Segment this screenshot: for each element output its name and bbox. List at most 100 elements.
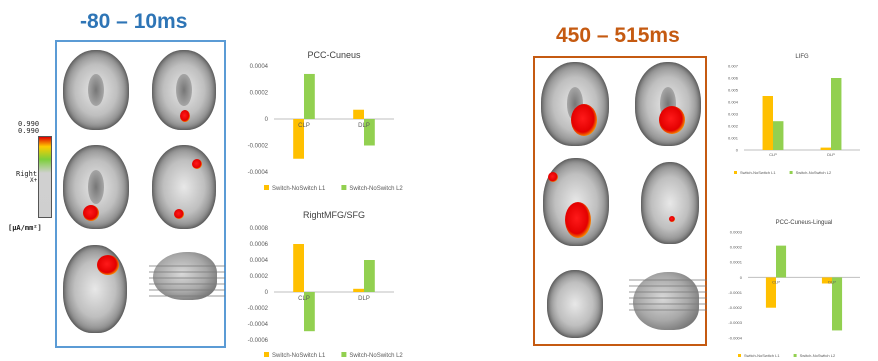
colorbar xyxy=(38,136,52,218)
chart-title: LIFG xyxy=(795,54,809,60)
legend-swatch xyxy=(793,354,797,357)
bar-switch-noswitch-l2-dlp xyxy=(364,260,375,292)
chart-title: PCC-Cuneus-Lingual xyxy=(776,220,833,226)
y-tick-label: -0.0004 xyxy=(728,335,742,340)
activation-blob xyxy=(83,205,99,221)
brain-axial-slice xyxy=(641,162,699,244)
bar-switch-noswitch-l1-dlp xyxy=(820,147,831,150)
y-tick-label: -0.0006 xyxy=(248,338,269,344)
chart-title: PCC-Cuneus xyxy=(307,50,361,60)
y-tick-label: 0.0004 xyxy=(250,258,269,264)
chart-title: RightMFG/SFG xyxy=(303,210,365,220)
activation-blob xyxy=(669,216,675,222)
activation-blob xyxy=(659,106,685,134)
brain-axial-slice xyxy=(635,62,701,146)
activation-blob xyxy=(180,110,190,122)
left-time-window-label: -80 – 10ms xyxy=(80,10,188,33)
pcc-cuneus-chart: PCC-Cuneus 0.0004 0.0002 0 -0.0002 -0.0004 CLP… xyxy=(248,50,404,192)
legend-swatch xyxy=(341,185,347,190)
y-tick-label: 0 xyxy=(265,290,269,296)
category-label: CLP xyxy=(298,296,310,302)
category-label: CLP xyxy=(772,279,780,284)
lifg-chart: LIFG 0.007 0.006 0.005 0.004 0.003 0.002 0.001 0… xyxy=(728,54,860,175)
y-tick-label: -0.0004 xyxy=(248,170,269,176)
y-tick-label: 0.004 xyxy=(728,99,739,104)
y-tick-label: 0.0004 xyxy=(250,64,269,70)
y-tick-label: 0 xyxy=(265,117,269,123)
y-tick-label: 0.0002 xyxy=(250,91,269,97)
left-brain-panel-frame xyxy=(55,40,226,348)
y-tick-label: -0.0004 xyxy=(248,322,269,328)
bar-switch-noswitch-l1-dlp xyxy=(353,109,364,119)
y-tick-label: 0.0008 xyxy=(250,226,269,232)
y-tick-label: 0.001 xyxy=(728,135,739,140)
brain-axial-slice xyxy=(543,158,609,246)
colorbar-mid-label-1: Right xyxy=(16,170,38,178)
activation-blob xyxy=(565,202,591,238)
brain-axial-slice xyxy=(63,145,129,229)
legend-label: Switch-NoSwitch L1 xyxy=(272,353,326,359)
brain-axial-slice xyxy=(152,50,216,130)
legend-label: Switch-NoSwitch L2 xyxy=(349,353,403,359)
brain-sagittal-slice xyxy=(153,252,217,300)
legend-label: Switch-NoSwitch L2 xyxy=(796,170,832,175)
legend-swatch xyxy=(789,171,793,174)
colorbar-unit-label: [µA/mm²] xyxy=(8,224,42,232)
bar-switch-noswitch-l1-clp xyxy=(293,119,304,159)
brain-axial-slice xyxy=(63,50,129,130)
bar-switch-noswitch-l2-clp xyxy=(773,121,784,150)
bar-switch-noswitch-l1-clp xyxy=(765,277,776,308)
legend-label: Switch-NoSwitch L2 xyxy=(349,186,403,192)
y-tick-label: -0.0001 xyxy=(728,290,742,295)
slice-position-lines xyxy=(149,265,225,297)
right-brain-panel-frame xyxy=(533,56,707,346)
legend-swatch xyxy=(341,352,347,357)
brain-axial-slice xyxy=(541,62,609,146)
brain-axial-slice xyxy=(152,145,216,229)
brain-axial-slice xyxy=(63,245,127,333)
colorbar-max-label-1: 0.990 xyxy=(18,120,40,128)
bar-switch-noswitch-l2-dlp xyxy=(364,119,375,146)
legend-label: Switch-NoSwitch L1 xyxy=(272,186,326,192)
legend-label: Switch-NoSwitch L1 xyxy=(744,353,780,358)
activation-blob xyxy=(97,255,119,275)
y-tick-label: -0.0003 xyxy=(728,320,742,325)
colorbar-max-label-2: 0.990 xyxy=(18,127,40,135)
bar-switch-noswitch-l1-dlp xyxy=(353,288,364,292)
bar-switch-noswitch-l2-clp xyxy=(304,73,315,119)
legend-swatch xyxy=(738,354,741,357)
legend-swatch xyxy=(734,171,737,174)
legend-label: Switch-NoSwitch L1 xyxy=(740,170,776,175)
activation-blob xyxy=(174,209,184,219)
y-tick-label: 0 xyxy=(740,275,743,280)
slice-position-lines xyxy=(629,279,707,311)
brain-sagittal-slice xyxy=(633,272,699,330)
y-tick-label: -0.0002 xyxy=(728,305,742,310)
activation-blob xyxy=(548,172,558,182)
category-label: DLP xyxy=(358,296,370,302)
y-tick-label: 0.006 xyxy=(728,75,739,80)
legend-swatch xyxy=(264,352,269,357)
y-tick-label: -0.0002 xyxy=(248,306,269,312)
category-label: CLP xyxy=(298,123,310,129)
legend-label: Switch-NoSwitch L2 xyxy=(800,353,836,358)
category-label: DLP xyxy=(827,152,835,157)
colorbar-mid-label-2: X+ xyxy=(30,177,38,184)
y-tick-label: -0.0002 xyxy=(248,144,269,150)
y-tick-label: 0.003 xyxy=(728,111,739,116)
category-label: DLP xyxy=(828,279,836,284)
y-tick-label: 0.0003 xyxy=(730,229,743,234)
y-tick-label: 0.0001 xyxy=(730,260,743,265)
brain-axial-slice xyxy=(547,270,603,338)
bar-switch-noswitch-l2-dlp xyxy=(832,277,843,331)
legend-swatch xyxy=(264,185,269,190)
y-tick-label: 0.0002 xyxy=(250,274,269,280)
bar-switch-noswitch-l1-clp xyxy=(762,96,773,150)
y-tick-label: 0.007 xyxy=(728,63,739,68)
y-tick-label: 0.0006 xyxy=(250,242,269,248)
pcc-cuneus-lingual-chart: PCC-Cuneus-Lingual 0.0003 0.0002 0.0001 0 -0.… xyxy=(728,220,860,358)
y-tick-label: 0.0002 xyxy=(730,244,743,249)
right-time-window-label: 450 – 515ms xyxy=(556,24,680,47)
bar-switch-noswitch-l2-clp xyxy=(304,292,315,332)
category-label: CLP xyxy=(769,152,777,157)
